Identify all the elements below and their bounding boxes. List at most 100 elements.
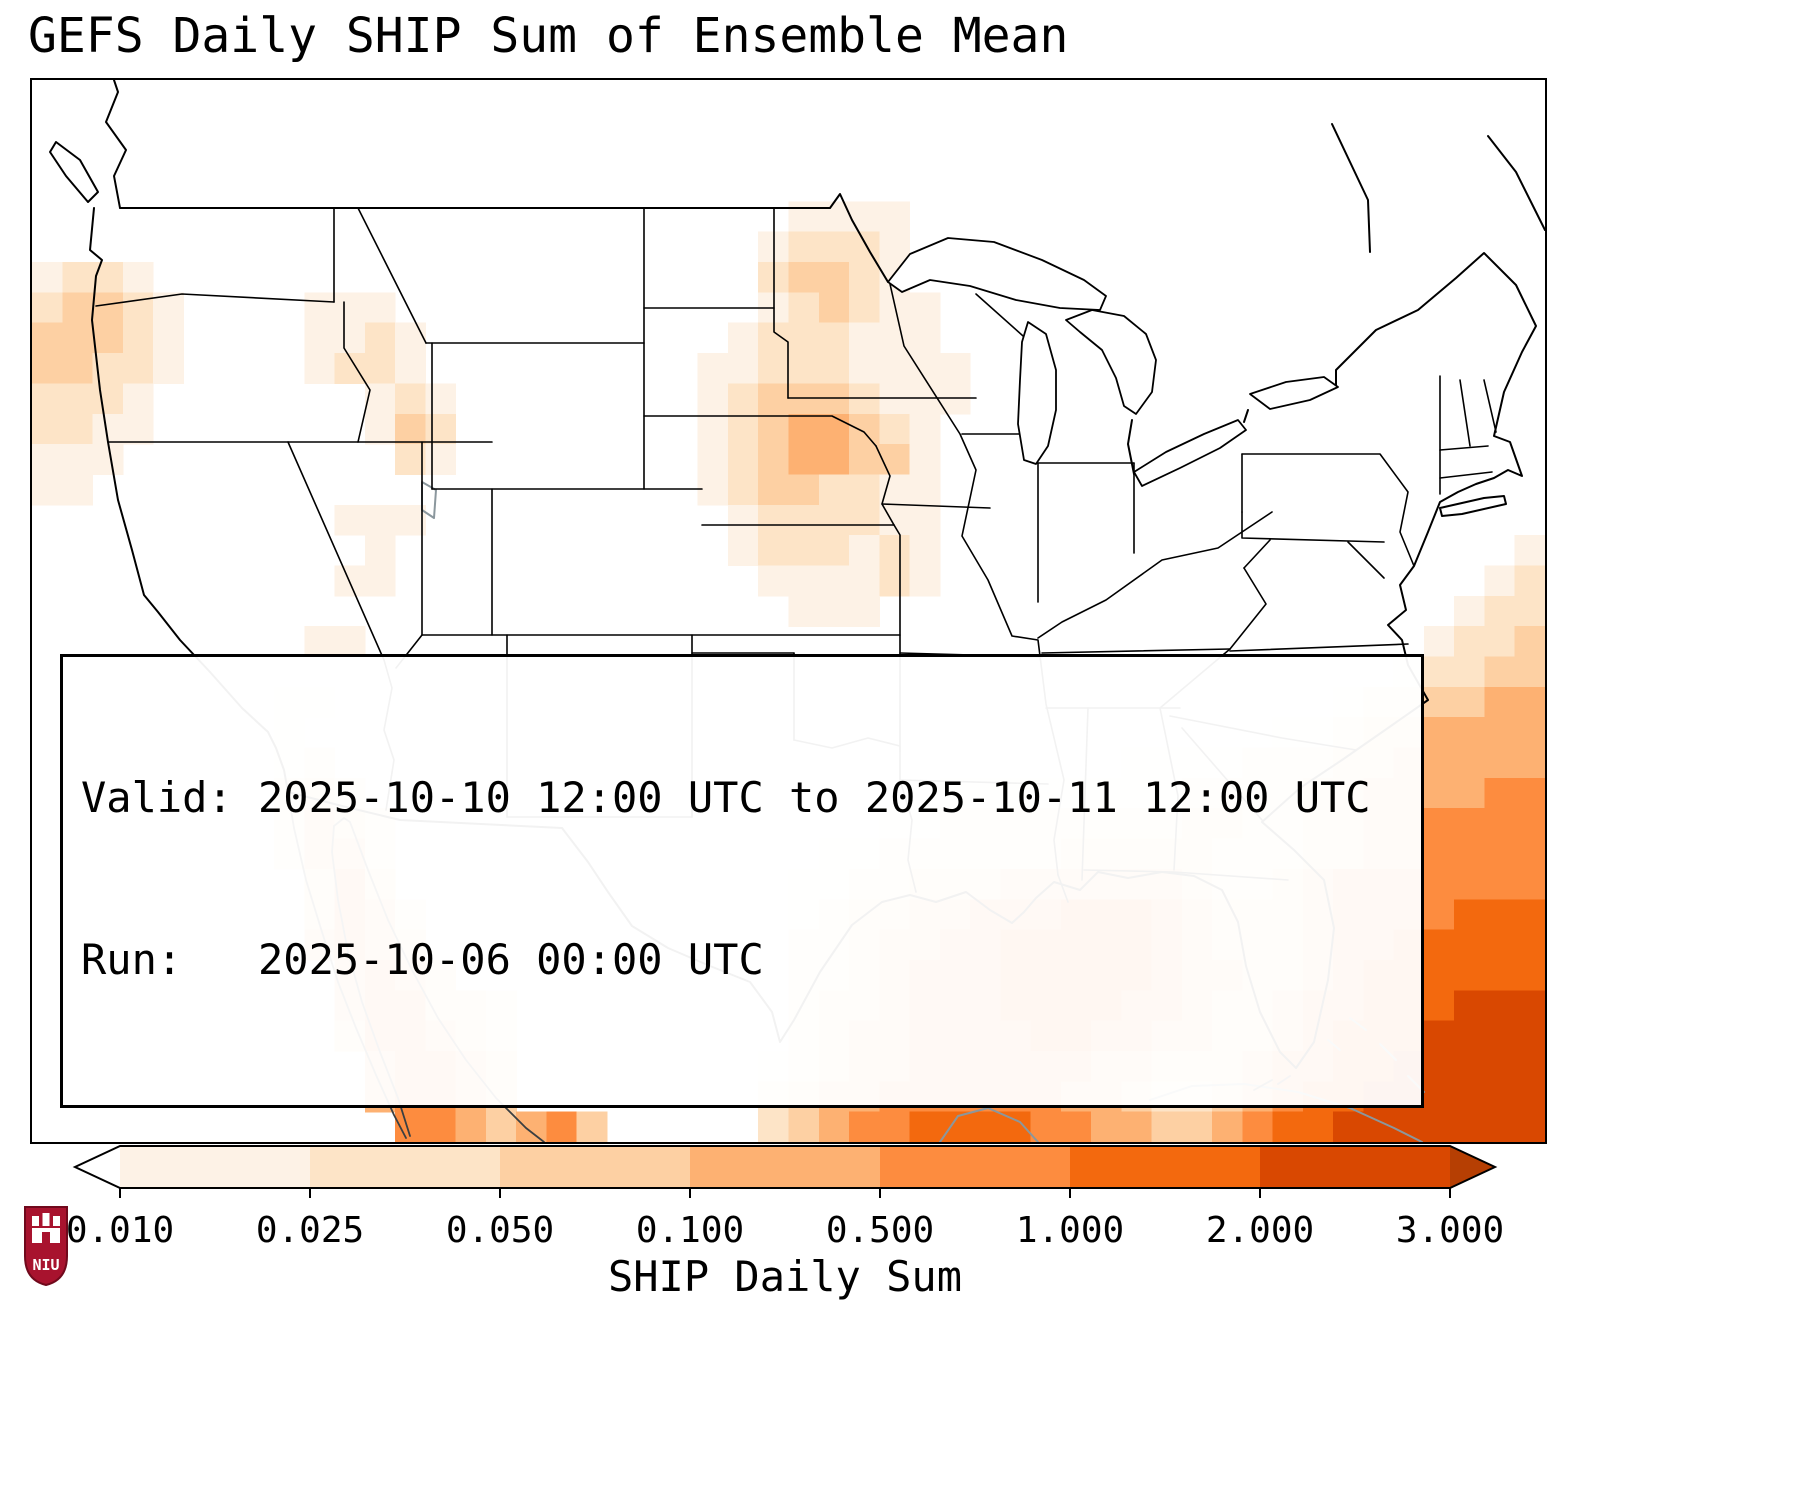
heat-cell <box>1423 808 1455 840</box>
heat-cell <box>758 535 790 567</box>
heat-cell <box>1423 1050 1455 1082</box>
heat-cell <box>1060 1111 1092 1142</box>
heat-cell <box>62 262 94 293</box>
heat-cell <box>788 474 820 506</box>
lake-superior <box>887 237 1107 311</box>
heat-cell <box>1454 626 1486 658</box>
heat-cell <box>970 1111 1001 1142</box>
heat-cell <box>1484 777 1516 809</box>
heat-cell <box>1514 929 1545 961</box>
colorbar-overflow-arrow <box>1450 1146 1495 1188</box>
heat-cell <box>758 444 790 476</box>
heat-cell <box>1484 717 1516 749</box>
heat-cell <box>879 474 911 506</box>
heat-cell <box>818 504 850 536</box>
heat-cell <box>909 444 941 476</box>
heat-cell <box>1484 1111 1516 1142</box>
great-salt-lake <box>421 481 437 519</box>
heat-cell <box>697 474 729 506</box>
heat-cell <box>1454 929 1486 961</box>
heat-cell <box>1030 1111 1062 1142</box>
heat-cell <box>364 353 396 385</box>
heat-cell <box>818 201 850 233</box>
heat-cell <box>697 353 729 385</box>
heat-cell <box>334 322 366 354</box>
heat-cell <box>818 474 850 506</box>
heat-cell <box>1514 838 1545 870</box>
heat-cell <box>849 504 880 536</box>
vancouver-island <box>49 141 99 203</box>
heat-cell <box>1514 595 1545 627</box>
heat-cell <box>818 595 850 627</box>
heat-cell <box>788 353 820 385</box>
heat-cell <box>92 292 124 324</box>
heat-cell <box>727 353 759 385</box>
heat-cell <box>788 565 820 597</box>
heat-cell <box>1484 838 1516 870</box>
heat-cell <box>32 353 63 385</box>
heat-cell <box>849 353 880 385</box>
colorbar-tick-label: 0.010 <box>66 1210 174 1251</box>
colorbar-underflow-arrow <box>75 1146 120 1188</box>
heat-cell <box>1212 1111 1243 1142</box>
heat-cell <box>92 262 124 293</box>
heat-cell <box>485 1111 517 1142</box>
heat-cell <box>364 504 396 536</box>
heat-cell <box>1454 656 1486 688</box>
heat-cell <box>758 474 790 506</box>
heat-cell <box>788 595 820 627</box>
heat-cell <box>818 535 850 567</box>
heat-cell <box>1454 959 1486 991</box>
heat-cell <box>425 383 457 415</box>
heat-cell <box>1454 868 1486 900</box>
heat-cell <box>818 444 850 476</box>
heat-cell <box>818 262 850 293</box>
heat-cell <box>1514 717 1545 749</box>
heat-cell <box>939 1111 971 1142</box>
heat-cell <box>909 383 941 415</box>
heat-cell <box>1514 959 1545 991</box>
heat-cell <box>395 383 426 415</box>
heat-cell <box>62 353 94 385</box>
heat-cell <box>758 1111 790 1142</box>
heat-cell <box>32 444 63 476</box>
heat-cell <box>516 1111 548 1142</box>
heat-cell <box>818 231 850 263</box>
heat-cell <box>1121 1111 1153 1142</box>
heat-cell <box>122 353 154 385</box>
heat-cell <box>1484 656 1516 688</box>
heat-cell <box>909 504 941 536</box>
heat-cell <box>727 322 759 354</box>
lake-michigan <box>1017 321 1057 465</box>
colorbar: 0.010 0.025 0.050 0.100 0.500 1.000 2.000 3.000 <box>66 1145 1504 1251</box>
heat-cell <box>788 262 820 293</box>
heat-cell <box>879 504 911 536</box>
heat-cell <box>909 474 941 506</box>
long-island <box>1439 495 1507 517</box>
heat-cell <box>788 413 820 445</box>
lake-erie <box>1133 419 1247 487</box>
heat-cell <box>304 322 336 354</box>
heat-cell <box>849 231 880 263</box>
heat-cell <box>849 1111 880 1142</box>
heat-cell <box>32 383 63 415</box>
heat-cell <box>1242 1111 1274 1142</box>
canada-boundaries <box>1331 123 1371 253</box>
heat-cell <box>62 292 94 324</box>
heat-cell <box>1423 656 1455 688</box>
heat-cell <box>727 504 759 536</box>
heat-cell <box>122 262 154 293</box>
heat-cell <box>1484 565 1516 597</box>
heat-cell <box>758 565 790 597</box>
heat-cell <box>849 474 880 506</box>
colorbar-tick-label: 3.000 <box>1396 1210 1504 1251</box>
heat-cell <box>849 383 880 415</box>
heat-cell <box>788 231 820 263</box>
yucatan-coastline <box>939 1107 1039 1142</box>
heat-cell <box>879 201 911 233</box>
heat-cell <box>1484 747 1516 779</box>
heat-cell <box>92 383 124 415</box>
heat-cell <box>153 353 184 385</box>
heat-cell <box>425 444 457 476</box>
heat-cell <box>727 474 759 506</box>
